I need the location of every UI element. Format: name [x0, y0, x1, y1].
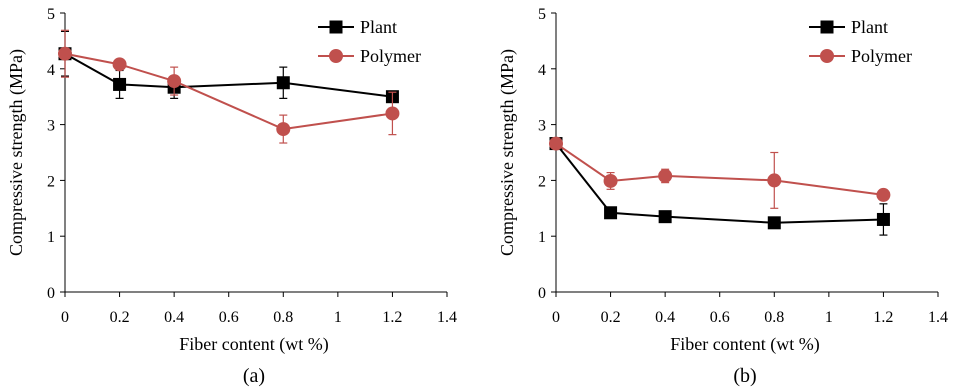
- chart-panel-b: 0 1 2 3 4 5 0 0.2 0.4 0.6 0.8 1 1.2 1.4 Fiber content …: [497, 6, 948, 387]
- legend-label: Plant: [360, 17, 397, 37]
- series-polymer: [549, 136, 891, 209]
- data-point: [276, 122, 291, 137]
- legend-marker: [820, 49, 834, 63]
- y-tick-label: 4: [47, 62, 55, 79]
- data-point: [112, 57, 127, 72]
- legend-marker: [820, 20, 834, 34]
- data-point: [276, 76, 290, 90]
- x-axis-label: Fiber content (wt %): [179, 334, 328, 355]
- y-tick-label: 5: [538, 6, 546, 23]
- x-tick-label: 1.4: [928, 309, 948, 326]
- x-tick-label: 1.2: [873, 309, 893, 326]
- x-axis-label: Fiber content (wt %): [670, 334, 819, 355]
- x-tick-label: 0.8: [764, 309, 784, 326]
- x-tick-label: 1: [825, 309, 833, 326]
- y-tick-label: 5: [47, 6, 55, 23]
- legend-label: Plant: [851, 17, 888, 37]
- y-tick-label: 0: [538, 285, 546, 302]
- y-axis-label: Compressive strength (MPa): [497, 49, 518, 256]
- legend-marker: [329, 49, 343, 63]
- data-point: [58, 46, 72, 61]
- data-point: [876, 187, 891, 202]
- data-point: [767, 173, 782, 188]
- data-point: [604, 206, 618, 220]
- data-point: [658, 210, 672, 224]
- x-tick-label: 0.8: [273, 309, 293, 326]
- data-point: [167, 74, 182, 89]
- y-tick-label: 2: [538, 173, 546, 190]
- series-line: [555, 142, 884, 196]
- x-tick-label: 1.2: [382, 309, 402, 326]
- x-tick-label: 0.2: [110, 309, 130, 326]
- series-plant: [58, 30, 399, 104]
- y-tick-label: 3: [47, 118, 55, 135]
- series-polymer: [58, 29, 400, 144]
- y-tick-label: 1: [538, 229, 546, 246]
- data-point: [385, 106, 400, 121]
- y-tick-label: 4: [538, 62, 546, 79]
- x-tick-label: 0: [61, 309, 69, 326]
- data-point: [113, 77, 127, 91]
- x-tick-label: 0.4: [164, 309, 184, 326]
- data-point: [876, 212, 890, 226]
- x-tick-label: 1: [334, 309, 342, 326]
- legend-label: Polymer: [360, 46, 421, 66]
- data-point: [603, 173, 618, 188]
- x-tick-label: 0.6: [710, 309, 730, 326]
- data-point: [549, 136, 563, 151]
- x-tick-label: 0: [552, 309, 560, 326]
- panel-label: (b): [733, 365, 756, 387]
- x-tick-label: 0.2: [601, 309, 621, 326]
- panel-label: (a): [243, 365, 265, 387]
- chart-panel-a: 0 1 2 3 4 5 0 0.2 0.4 0.6 0.8 1 1.2 1.4 Fiber content …: [6, 6, 457, 387]
- x-tick-label: 0.6: [219, 309, 239, 326]
- y-tick-label: 1: [47, 229, 55, 246]
- series-plant: [549, 137, 890, 236]
- data-point: [658, 168, 673, 183]
- legend-marker: [329, 20, 343, 34]
- y-tick-label: 3: [538, 118, 546, 135]
- data-point: [767, 216, 781, 230]
- legend-label: Polymer: [851, 46, 912, 66]
- y-tick-label: 0: [47, 285, 55, 302]
- y-axis-label: Compressive strength (MPa): [6, 49, 27, 256]
- x-tick-label: 1.4: [437, 309, 457, 326]
- x-tick-label: 0.4: [655, 309, 675, 326]
- y-tick-label: 2: [47, 173, 55, 190]
